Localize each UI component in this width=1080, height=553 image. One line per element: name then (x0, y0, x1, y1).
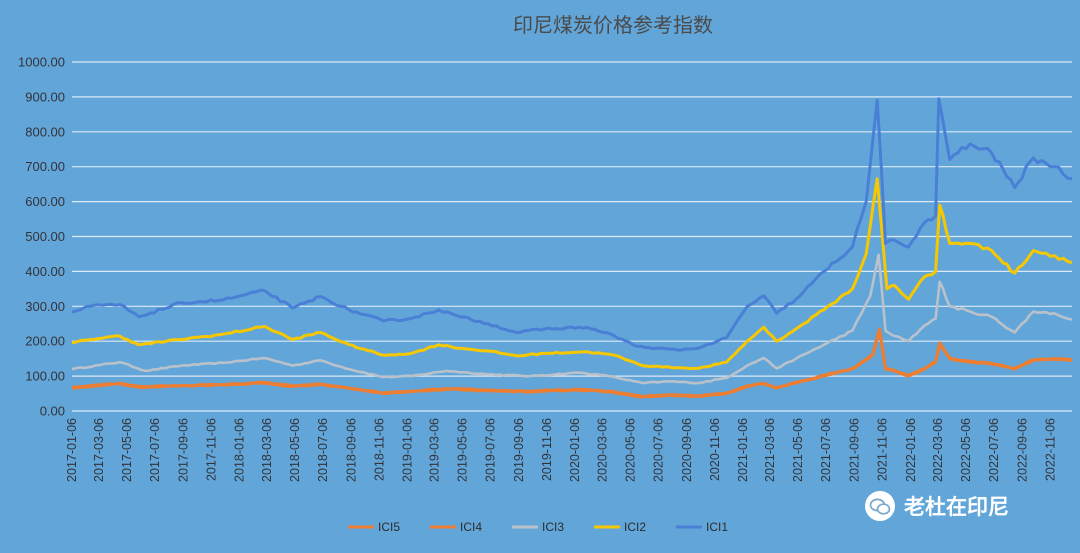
y-tick-label: 200.00 (25, 334, 65, 349)
x-tick-label: 2022-09-06 (1015, 418, 1029, 482)
series-line-ici2 (71, 177, 1073, 371)
legend-label: ICI5 (378, 520, 400, 534)
x-tick-label: 2017-03-06 (92, 418, 106, 482)
x-tick-label: 2017-01-06 (65, 418, 79, 482)
x-tick-label: 2020-01-06 (568, 418, 582, 482)
x-tick-label: 2020-09-06 (680, 418, 694, 482)
y-tick-label: 400.00 (25, 264, 65, 279)
watermark: 老杜在印尼 (865, 491, 1009, 521)
x-tick-label: 2019-05-06 (455, 418, 469, 482)
chart-title: 印尼煤炭价格参考指数 (513, 13, 713, 37)
x-tick-label: 2021-03-06 (763, 418, 777, 482)
x-tick-label: 2020-05-06 (624, 418, 638, 482)
x-tick-label: 2018-05-06 (288, 418, 302, 482)
x-tick-label: 2021-11-06 (876, 418, 890, 481)
x-tick-label: 2021-01-06 (736, 418, 750, 482)
x-tick-label: 2017-09-06 (177, 418, 191, 482)
x-tick-label: 2019-03-06 (427, 418, 441, 482)
series-line-ici4 (71, 327, 1073, 398)
y-tick-label: 1000.00 (18, 55, 65, 70)
x-tick-label: 2018-01-06 (233, 418, 247, 482)
x-tick-label: 2020-07-06 (652, 418, 666, 482)
legend-label: ICI2 (624, 520, 646, 534)
x-tick-label: 2021-07-06 (819, 418, 833, 482)
x-tick-label: 2020-03-06 (596, 418, 610, 482)
y-tick-label: 800.00 (25, 124, 65, 139)
x-tick-label: 2022-11-06 (1043, 418, 1057, 481)
x-tick-label: 2020-11-06 (708, 418, 722, 481)
legend-label: ICI4 (460, 520, 482, 534)
x-tick-label: 2021-05-06 (791, 418, 805, 482)
x-tick-label: 2022-03-06 (931, 418, 945, 482)
gridlines (72, 61, 1072, 412)
x-tick-label: 2019-01-06 (400, 418, 414, 482)
x-tick-label: 2017-07-06 (148, 418, 162, 482)
legend-label: ICI3 (542, 520, 564, 534)
x-tick-label: 2022-05-06 (959, 418, 973, 482)
x-tick-label: 2017-11-06 (205, 418, 219, 481)
x-tick-label: 2022-01-06 (904, 418, 918, 482)
y-tick-label: 700.00 (25, 159, 65, 174)
y-tick-label: 500.00 (25, 229, 65, 244)
x-tick-label: 2018-11-06 (372, 418, 386, 481)
x-tick-label: 2019-09-06 (512, 418, 526, 482)
x-tick-label: 2022-07-06 (987, 418, 1001, 482)
x-tick-label: 2019-11-06 (540, 418, 554, 481)
y-tick-label: 300.00 (25, 299, 65, 314)
x-tick-label: 2018-09-06 (344, 418, 358, 482)
x-tick-label: 2017-05-06 (120, 418, 134, 482)
series-line-ici1 (71, 97, 1073, 352)
series-line-ici3 (71, 253, 1073, 385)
legend-label: ICI1 (706, 520, 728, 534)
watermark-text: 老杜在印尼 (904, 495, 1009, 519)
x-tick-label: 2021-09-06 (848, 418, 862, 482)
y-tick-label: 600.00 (25, 194, 65, 209)
y-tick-label: 100.00 (25, 369, 65, 384)
legend: ICI5 ICI4 ICI3 ICI2 ICI1 (348, 520, 728, 534)
series-lines (71, 97, 1073, 399)
x-tick-label: 2018-07-06 (316, 418, 330, 482)
y-tick-label: 0.00 (40, 404, 65, 419)
x-tick-label: 2019-07-06 (483, 418, 497, 482)
y-axis-ticks: 0.00 100.00 200.00 300.00 400.00 500.00 600.00… (18, 55, 65, 419)
wechat-icon (865, 491, 895, 521)
x-axis-ticks: 2017-01-06 2017-03-06 2017-05-06 2017-07-06… (65, 418, 1057, 482)
x-tick-label: 2018-03-06 (260, 418, 274, 482)
y-tick-label: 900.00 (25, 89, 65, 104)
